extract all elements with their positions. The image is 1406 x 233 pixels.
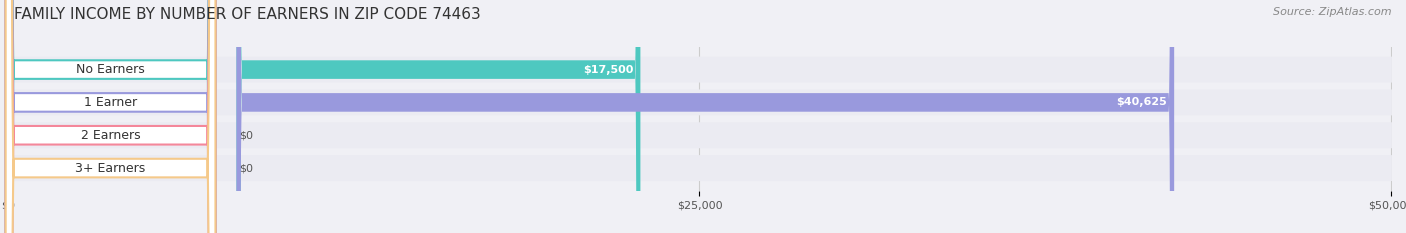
- Text: No Earners: No Earners: [76, 63, 145, 76]
- FancyBboxPatch shape: [7, 89, 1392, 115]
- FancyBboxPatch shape: [236, 0, 640, 233]
- Text: Source: ZipAtlas.com: Source: ZipAtlas.com: [1274, 7, 1392, 17]
- FancyBboxPatch shape: [6, 0, 215, 233]
- Text: 2 Earners: 2 Earners: [80, 129, 141, 142]
- FancyBboxPatch shape: [7, 155, 1392, 181]
- FancyBboxPatch shape: [6, 0, 215, 233]
- FancyBboxPatch shape: [236, 0, 1174, 233]
- Text: 1 Earner: 1 Earner: [84, 96, 138, 109]
- Text: $17,500: $17,500: [583, 65, 634, 75]
- Text: $0: $0: [239, 130, 253, 140]
- FancyBboxPatch shape: [7, 57, 1392, 82]
- Text: FAMILY INCOME BY NUMBER OF EARNERS IN ZIP CODE 74463: FAMILY INCOME BY NUMBER OF EARNERS IN ZI…: [14, 7, 481, 22]
- Text: $40,625: $40,625: [1116, 97, 1167, 107]
- FancyBboxPatch shape: [6, 0, 215, 233]
- Text: 3+ Earners: 3+ Earners: [76, 161, 146, 175]
- Text: $0: $0: [239, 163, 253, 173]
- FancyBboxPatch shape: [6, 0, 215, 233]
- FancyBboxPatch shape: [7, 122, 1392, 148]
